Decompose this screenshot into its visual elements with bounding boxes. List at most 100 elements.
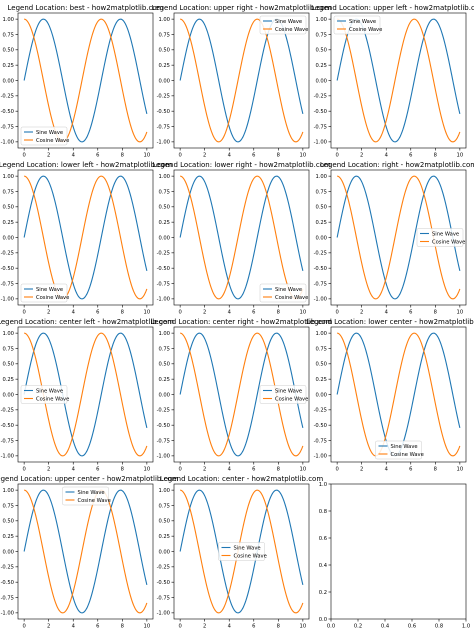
x-tick-label: 10 [300, 310, 307, 316]
subplot-2: Legend Location: upper right - how2matpl… [152, 4, 332, 159]
legend-entry: Sine Wave [275, 287, 302, 293]
y-tick-label: -1.00 [1, 611, 14, 617]
y-tick-label: -1.00 [1, 297, 14, 303]
y-tick-label: 0.0 [319, 617, 327, 623]
x-tick-label: 0.8 [435, 624, 443, 630]
x-tick-label: 0.4 [381, 624, 390, 630]
y-tick-label: 0.25 [158, 220, 170, 226]
series-line-sine [179, 332, 304, 457]
y-tick-label: -0.25 [1, 251, 14, 257]
x-tick-label: 6 [409, 153, 412, 159]
series-line-sine [23, 18, 148, 143]
x-tick-label: 8 [121, 310, 124, 316]
y-tick-label: 0.25 [315, 377, 327, 383]
x-tick-label: 4 [72, 624, 76, 630]
y-tick-label: -1.00 [1, 454, 14, 460]
y-tick-label: 0.00 [2, 549, 14, 555]
y-tick-label: -0.50 [1, 580, 14, 586]
y-tick-label: -0.75 [1, 438, 14, 444]
x-tick-label: 2 [203, 310, 206, 316]
x-tick-label: 0 [178, 624, 181, 630]
x-tick-label: 0 [178, 310, 181, 316]
series-line-sine [23, 489, 148, 614]
y-tick-label: -0.75 [314, 124, 327, 130]
y-tick-label: -1.00 [157, 297, 170, 303]
subplot-title: Legend Location: lower right - how2matpl… [152, 161, 331, 169]
x-tick-label: 10 [457, 467, 464, 473]
x-tick-label: 8 [434, 467, 437, 473]
legend: Sine Wave Cosine Wave [259, 15, 308, 35]
x-tick-label: 4 [72, 153, 76, 159]
legend-entry: Sine Wave [391, 444, 418, 450]
subplot-6: Legend Location: right - how2matplotlib.… [314, 161, 474, 316]
y-tick-label: 1.00 [2, 174, 14, 180]
y-tick-label: 1.00 [2, 331, 14, 337]
y-tick-label: 0.00 [158, 549, 170, 555]
x-tick-label: 10 [300, 153, 307, 159]
x-tick-label: 6 [96, 153, 99, 159]
legend-entry: Cosine Wave [36, 396, 69, 402]
x-tick-label: 10 [457, 153, 464, 159]
y-tick-label: -1.00 [314, 297, 327, 303]
x-tick-label: 2 [203, 153, 206, 159]
subplot-title: Legend Location: upper center - how2matp… [0, 475, 179, 483]
y-tick-label: 0.75 [315, 346, 327, 352]
legend: Sine Wave Cosine Wave [62, 486, 111, 506]
y-tick-label: -0.25 [1, 408, 14, 414]
x-tick-label: 0 [22, 153, 25, 159]
y-tick-label: -1.00 [1, 140, 14, 146]
series-line-sine [336, 332, 461, 457]
y-tick-label: 1.00 [158, 331, 170, 337]
x-tick-label: 0 [178, 467, 181, 473]
y-tick-label: -0.75 [314, 438, 327, 444]
y-tick-label: -1.00 [157, 454, 170, 460]
y-tick-label: 0.50 [158, 48, 170, 54]
subplot-1: Legend Location: best - how2matplotlib.c… [1, 4, 164, 159]
y-tick-label: 0.00 [315, 392, 327, 398]
x-tick-label: 2 [203, 624, 206, 630]
y-tick-label: 0.75 [315, 189, 327, 195]
series-line-cosine [180, 489, 304, 614]
legend-entry: Cosine Wave [275, 27, 308, 33]
legend-entry: Sine Wave [36, 287, 63, 293]
x-tick-label: 6 [252, 467, 255, 473]
subplot-title: Legend Location: best - how2matplotlib.c… [8, 4, 164, 12]
y-tick-label: 0.75 [158, 189, 170, 195]
y-tick-label: 0.75 [2, 32, 14, 38]
y-tick-label: 0.75 [2, 503, 14, 509]
legend-entry: Cosine Wave [391, 452, 424, 458]
y-tick-label: 0.50 [158, 519, 170, 525]
x-tick-label: 6 [409, 467, 412, 473]
y-tick-label: 0.75 [2, 346, 14, 352]
x-tick-label: 6 [409, 310, 412, 316]
legend-entry: Sine Wave [432, 231, 459, 237]
x-tick-label: 0 [22, 467, 25, 473]
x-tick-label: 4 [228, 153, 232, 159]
x-tick-label: 2 [360, 310, 363, 316]
y-tick-label: -1.00 [157, 140, 170, 146]
series-line-cosine [24, 18, 148, 143]
y-tick-label: 0.50 [2, 362, 14, 368]
legend-entry: Sine Wave [36, 130, 63, 136]
x-tick-label: 2 [360, 153, 363, 159]
y-tick-label: -0.25 [157, 251, 170, 257]
x-tick-label: 10 [144, 153, 151, 159]
y-tick-label: 0.75 [158, 346, 170, 352]
y-tick-label: 0.75 [158, 503, 170, 509]
legend-entry: Cosine Wave [432, 239, 465, 245]
series-line-sine [23, 332, 148, 457]
subplot-title: Legend Location: lower center - how2matp… [306, 318, 474, 326]
legend-entry: Sine Wave [275, 388, 302, 394]
y-tick-label: -0.50 [1, 266, 14, 272]
x-tick-label: 0.0 [327, 624, 335, 630]
y-tick-label: 1.00 [2, 17, 14, 23]
y-tick-label: -0.50 [157, 423, 170, 429]
y-tick-label: -1.00 [157, 611, 170, 617]
x-tick-label: 8 [277, 153, 280, 159]
y-tick-label: 0.50 [158, 362, 170, 368]
series-line-cosine [24, 489, 148, 614]
x-tick-label: 1.0 [462, 624, 470, 630]
legend-entry: Sine Wave [349, 19, 376, 25]
y-tick-label: 1.00 [2, 488, 14, 494]
